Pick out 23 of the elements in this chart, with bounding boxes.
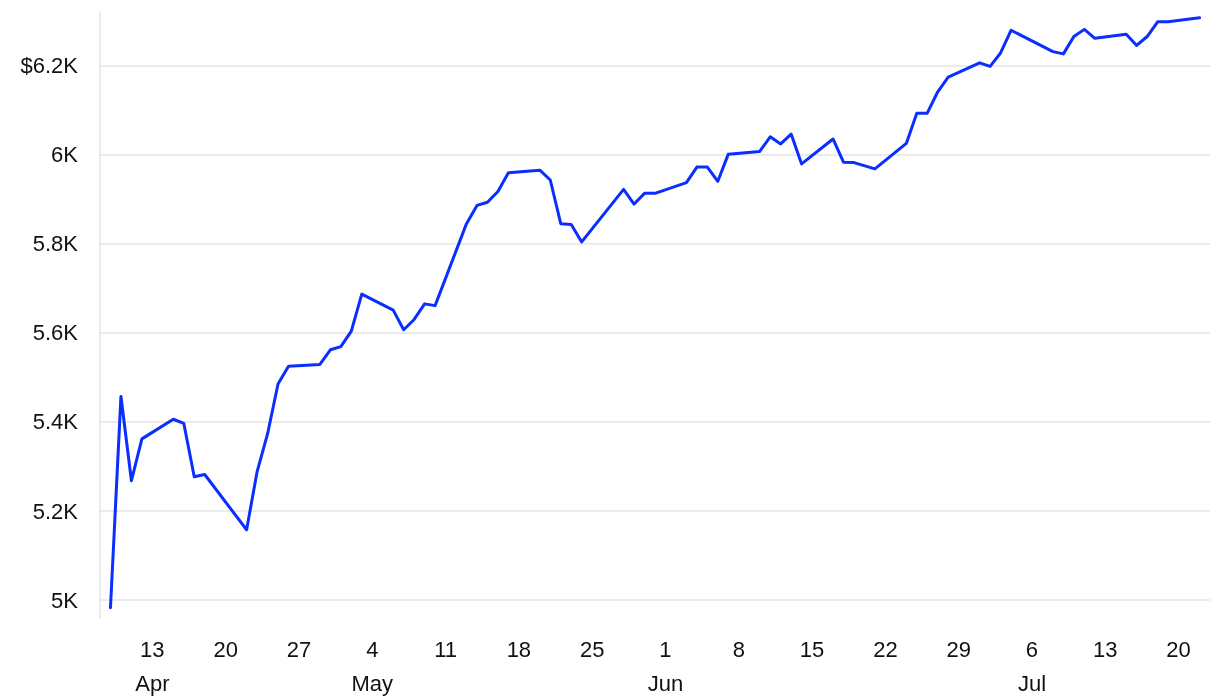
y-tick-label: 5.2K xyxy=(32,498,79,524)
x-tick-label: 27 xyxy=(286,636,312,662)
x-tick-label: 20 xyxy=(1166,636,1191,662)
x-tick-label: 4 May xyxy=(351,636,394,696)
x-tick-label: 13 xyxy=(1093,636,1118,662)
x-tick-label: 22 xyxy=(873,636,898,662)
y-tick-label: $6.2K xyxy=(20,52,79,78)
x-tick-label: 18 xyxy=(506,636,532,662)
y-tick-label: 5K xyxy=(51,587,79,613)
x-tick-label: 11 xyxy=(434,636,457,662)
x-tick-label: 8 xyxy=(732,636,745,662)
x-tick-label: 6 Jul xyxy=(1017,636,1047,696)
y-tick-label: 5.6K xyxy=(32,320,79,346)
line-series xyxy=(108,16,1202,610)
x-tick-label: 1 Jun xyxy=(647,636,684,696)
x-tick-label: 20 xyxy=(213,636,238,662)
y-tick-label: 5.4K xyxy=(32,409,79,435)
x-tick-label: 29 xyxy=(946,636,971,662)
x-tick-label: 15 xyxy=(799,636,825,662)
x-tick-label: 25 xyxy=(579,636,605,662)
y-tick-label: 6K xyxy=(51,142,79,168)
x-tick-label: 13 Apr xyxy=(135,636,170,696)
y-tick-label: 5.8K xyxy=(32,231,79,257)
